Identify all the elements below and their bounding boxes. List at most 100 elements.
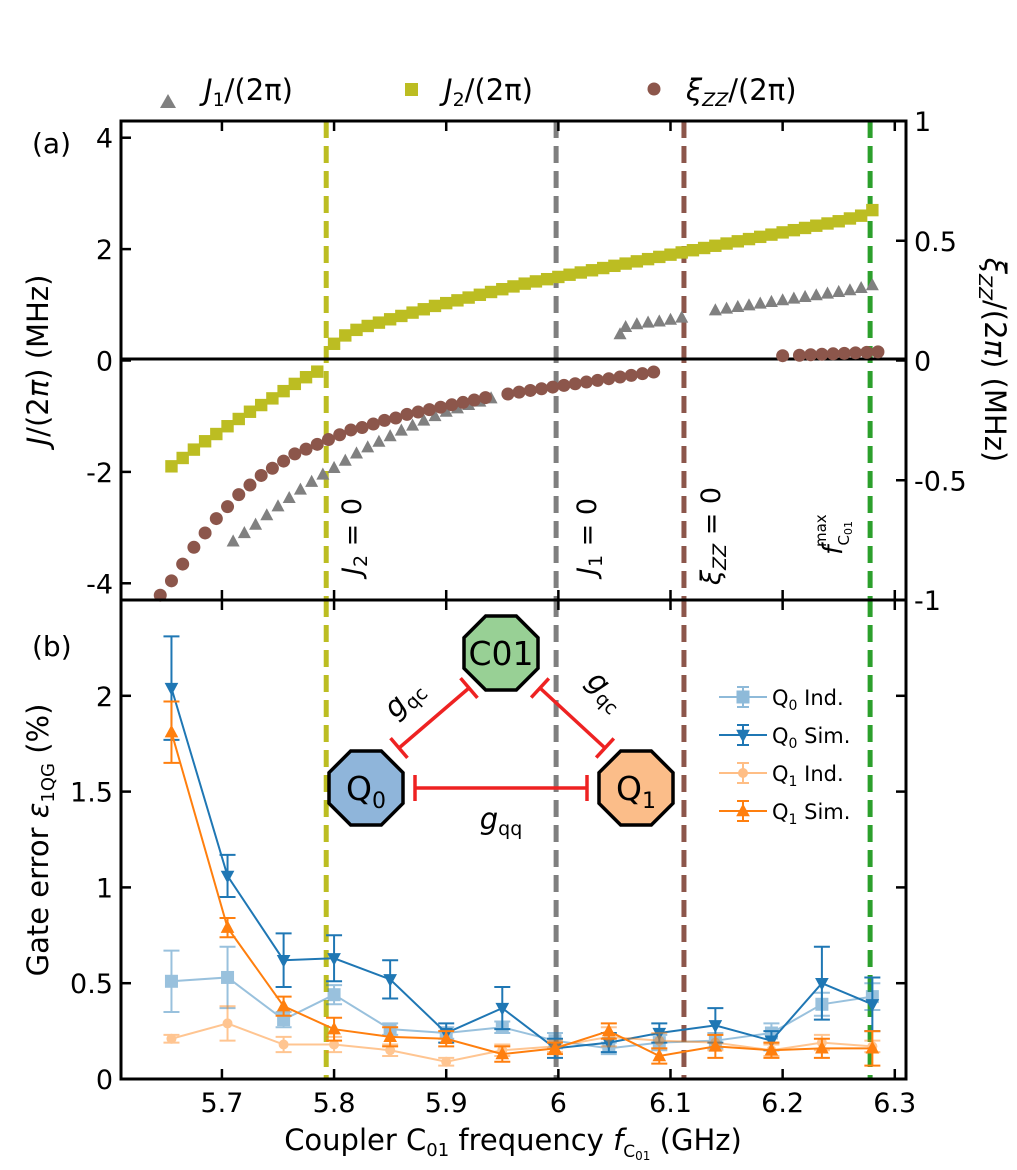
point-a-s1-15 xyxy=(339,329,352,342)
point-a-s1-55 xyxy=(787,223,801,237)
node-label-q0: Q0 xyxy=(346,769,386,814)
point-a-s1-50 xyxy=(731,235,744,248)
point-a-s2-31 xyxy=(512,385,526,399)
point-b-s1-10 xyxy=(708,1020,723,1033)
point-a-s1-36 xyxy=(574,266,587,279)
point-a-s2-16 xyxy=(333,428,347,442)
legend-b-marker-2 xyxy=(738,768,748,778)
point-a-s1-54 xyxy=(776,226,789,239)
xtick-label-6: 6.3 xyxy=(873,1088,916,1119)
point-a-s0-42 xyxy=(832,284,846,297)
point-a-s0-4 xyxy=(271,499,285,512)
point-a-s0-15 xyxy=(394,423,408,436)
point-a-s0-11 xyxy=(349,446,364,459)
point-a-s0-7 xyxy=(305,474,319,487)
point-a-s1-10 xyxy=(277,384,290,398)
point-a-s2-24 xyxy=(422,403,436,417)
point-a-s2-13 xyxy=(299,442,313,456)
point-a-s0-28 xyxy=(652,314,666,327)
legend-j2-marker xyxy=(405,83,418,96)
point-a-s1-53 xyxy=(765,228,778,241)
point-a-s2-5 xyxy=(209,512,223,526)
ytick-label-b-0: 0 xyxy=(96,1065,113,1096)
ytick-label-a-2: 0 xyxy=(96,347,113,378)
ytick-label-a-0: -4 xyxy=(86,569,113,600)
point-a-s1-33 xyxy=(540,272,554,286)
ytick-label-right-4: 1 xyxy=(914,107,931,138)
ytick-label-right-1: -0.5 xyxy=(914,466,967,497)
ytick-label-right-2: 0 xyxy=(914,347,931,378)
point-a-s0-35 xyxy=(753,296,767,309)
legend-xizz-label: ξZZ/(2π) xyxy=(685,73,797,111)
point-a-s1-26 xyxy=(462,291,475,304)
point-a-s2-22 xyxy=(400,407,414,421)
point-a-s2-4 xyxy=(198,526,212,540)
label-xizz-zero: ξZZ = 0 xyxy=(696,487,731,586)
point-a-s2-2 xyxy=(176,557,190,571)
point-a-s0-40 xyxy=(809,288,823,301)
y-axis-label-left: J/(2π) (MHz) xyxy=(21,275,55,451)
point-a-s0-13 xyxy=(372,434,386,447)
point-a-s2-23 xyxy=(411,405,425,419)
label-gqq: gqq xyxy=(480,802,523,840)
xtick-label-1: 5.8 xyxy=(313,1088,356,1119)
legend-j1-label: J1/(2π) xyxy=(199,73,293,111)
point-a-s2-8 xyxy=(243,478,257,492)
point-a-s0-5 xyxy=(282,490,296,504)
point-a-s0-38 xyxy=(787,291,801,304)
point-a-s2-33 xyxy=(535,382,549,396)
point-a-s2-39 xyxy=(602,372,616,386)
point-a-s2-15 xyxy=(321,433,335,447)
point-a-s2-7 xyxy=(232,488,246,502)
panel-a: -4 -2 0 2 4 -1 -0.5 0 0.5 1 (a) J2 = 0 J1 = 0 ξZZ… xyxy=(21,107,1012,617)
point-a-s2-3 xyxy=(187,540,201,554)
node-q1 xyxy=(597,749,675,827)
point-b-s1-13 xyxy=(865,999,880,1012)
ytick-label-a-4: 4 xyxy=(96,124,113,155)
legend-j2-label: J2/(2π) xyxy=(439,73,533,111)
point-b-s2-3 xyxy=(329,1039,340,1050)
point-a-s1-57 xyxy=(810,219,823,232)
line-b-3 xyxy=(170,731,873,1058)
point-a-s0-17 xyxy=(417,413,431,426)
point-a-s1-49 xyxy=(720,237,733,250)
point-b-s3-8 xyxy=(601,1023,616,1037)
point-a-s1-38 xyxy=(597,261,610,275)
point-a-s2-1 xyxy=(164,574,178,588)
point-a-s1-37 xyxy=(585,264,599,277)
ytick-label-a-1: -2 xyxy=(86,458,113,489)
point-a-s1-20 xyxy=(395,309,408,323)
point-a-s0-18 xyxy=(428,409,442,422)
legend-b-label-1: Q0 Sim. xyxy=(772,724,850,752)
line-b-1 xyxy=(170,687,873,1050)
ytick-label-b-3: 1.5 xyxy=(70,778,113,809)
point-a-s1-51 xyxy=(742,232,756,246)
point-a-s1-35 xyxy=(563,268,576,281)
point-a-s1-45 xyxy=(675,246,688,259)
point-b-s3-3 xyxy=(327,1021,341,1035)
link-c01-q1-line xyxy=(538,686,607,750)
point-a-s0-44 xyxy=(854,280,868,294)
point-a-s0-45 xyxy=(865,278,879,291)
ytick-label-right-3: 0.5 xyxy=(914,227,957,258)
point-b-s1-6 xyxy=(495,1002,510,1016)
xtick-label-0: 5.7 xyxy=(200,1088,243,1119)
point-a-s1-42 xyxy=(641,252,655,266)
point-b-s3-1 xyxy=(220,920,235,933)
point-a-s1-17 xyxy=(361,319,374,333)
node-q0 xyxy=(327,749,405,827)
point-a-s2-43 xyxy=(647,365,661,379)
coupling-diagram: gqc gqc gqq C01 Q0 Q1 xyxy=(327,614,675,840)
point-a-s2-45 xyxy=(792,348,806,362)
point-b-s2-4 xyxy=(385,1045,396,1056)
point-b-s1-1 xyxy=(220,870,235,884)
point-a-s2-37 xyxy=(579,375,593,389)
link-q0-c01-cap2 xyxy=(459,676,479,700)
point-a-s1-7 xyxy=(243,405,257,418)
label-fc01-max: fC01max xyxy=(812,514,855,555)
point-a-s1-56 xyxy=(798,221,812,235)
point-a-s2-11 xyxy=(277,454,291,468)
point-a-s2-9 xyxy=(254,468,268,482)
legend-j1-marker xyxy=(160,94,176,108)
